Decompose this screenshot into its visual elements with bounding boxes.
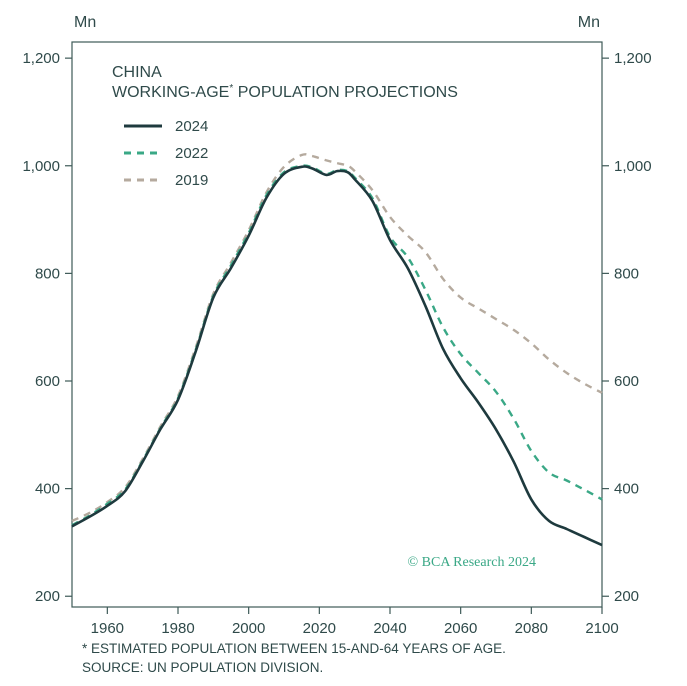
- series-line-2019: [71, 153, 603, 522]
- footnote: * ESTIMATED POPULATION BETWEEN 15-AND-64…: [82, 639, 642, 677]
- plot-frame: [71, 41, 603, 608]
- y-tick-label-left-1000: 1,000: [22, 158, 60, 175]
- right-unit-label: Mn: [578, 14, 600, 31]
- y-tick-label-left-1200: 1,200: [22, 50, 60, 67]
- x-tick-label-2080: 2080: [515, 620, 548, 637]
- chart-title: CHINA: [112, 64, 162, 81]
- legend-label-2024: 2024: [175, 118, 208, 135]
- y-tick-label-right-400: 400: [614, 481, 639, 498]
- series-line-2022: [71, 164, 603, 527]
- legend: 2024 2022 2019: [124, 118, 208, 189]
- y-tick-label-right-800: 800: [614, 265, 639, 282]
- y-tick-label-left-600: 600: [35, 373, 60, 390]
- legend-label-2022: 2022: [175, 145, 208, 162]
- y-tick-label-left-400: 400: [35, 481, 60, 498]
- y-tick-label-right-200: 200: [614, 588, 639, 605]
- x-tick-label-2100: 2100: [585, 620, 618, 637]
- x-tick-label-2000: 2000: [232, 620, 265, 637]
- x-tick-label-2040: 2040: [373, 620, 406, 637]
- credit-text: © BCA Research 2024: [408, 555, 536, 570]
- x-tick-label-1980: 1980: [161, 620, 194, 637]
- footnote-line-2: SOURCE: UN POPULATION DIVISION.: [82, 660, 324, 675]
- y-tick-label-left-200: 200: [35, 588, 60, 605]
- chart-subtitle: WORKING-AGE* POPULATION PROJECTIONS: [112, 83, 458, 101]
- left-unit-label: Mn: [74, 14, 96, 31]
- y-tick-label-right-1200: 1,200: [614, 50, 652, 67]
- x-tick-label-2020: 2020: [303, 620, 336, 637]
- y-tick-label-right-1000: 1,000: [614, 158, 652, 175]
- legend-label-2019: 2019: [175, 172, 208, 189]
- footnote-line-1: * ESTIMATED POPULATION BETWEEN 15-AND-64…: [82, 641, 506, 656]
- series-line-2024: [71, 165, 603, 547]
- x-tick-label-2060: 2060: [444, 620, 477, 637]
- x-tick-label-1960: 1960: [91, 620, 124, 637]
- y-tick-label-right-600: 600: [614, 373, 639, 390]
- subtitle-asterisk: *: [229, 83, 233, 94]
- y-tick-label-left-800: 800: [35, 265, 60, 282]
